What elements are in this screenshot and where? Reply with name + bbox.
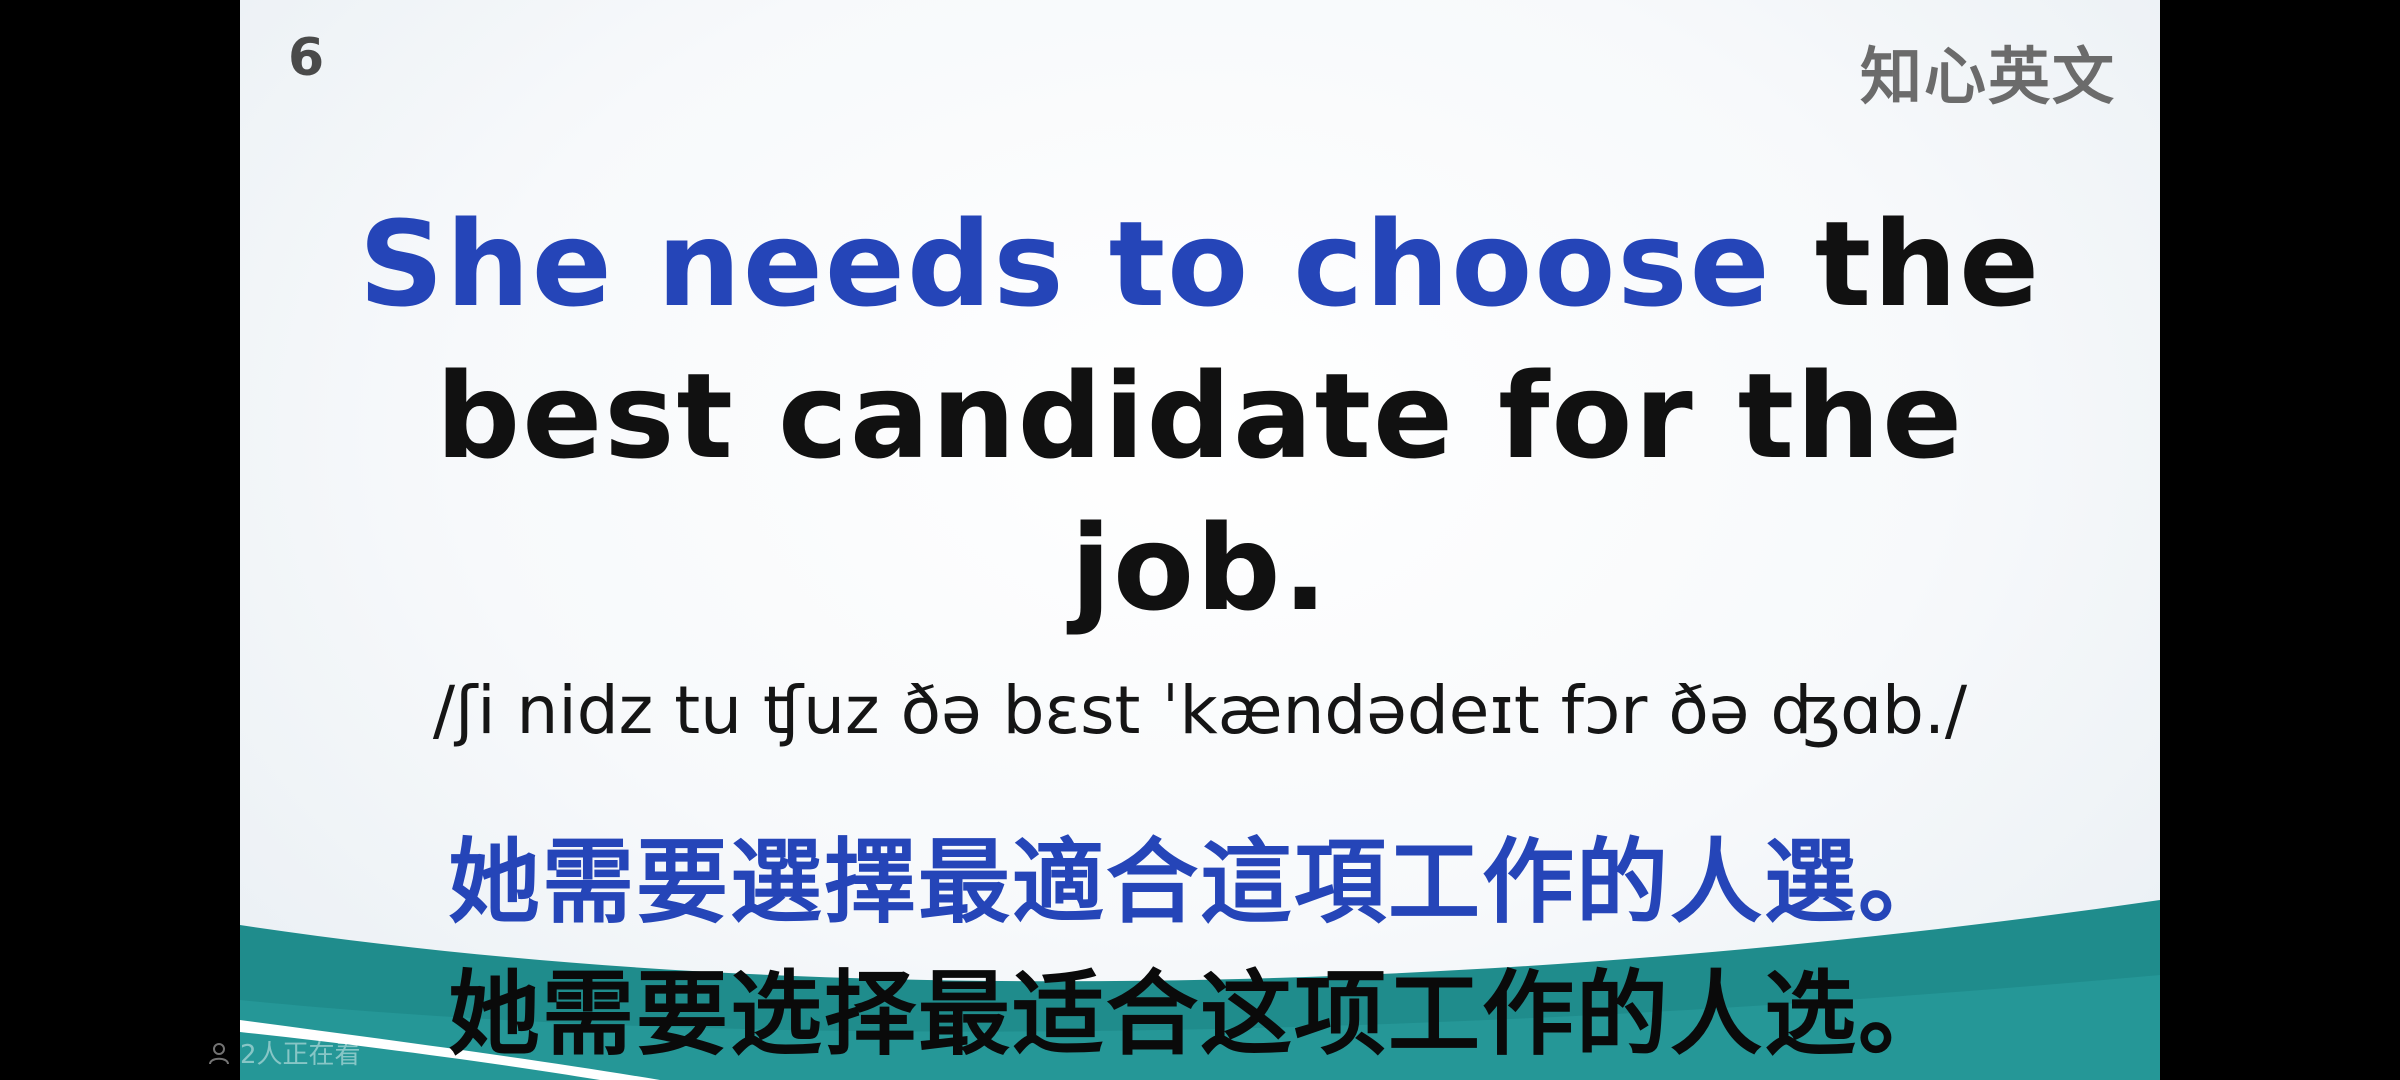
slide-number: 6 xyxy=(288,28,325,88)
english-sentence: She needs to choose the best candidate f… xyxy=(240,188,2160,644)
simplified-chinese-translation: 她需要选择最适合这项工作的人选。 xyxy=(447,961,1952,1068)
english-sentence-line-3: job. xyxy=(1070,499,1330,637)
english-line1-rest: the xyxy=(1771,195,2042,333)
viewer-count: 2人正在看 xyxy=(208,1034,361,1071)
brand-logo-text: 知心英文 xyxy=(1859,40,2116,113)
lesson-slide: 6 知心英文 She needs to choose the best cand… xyxy=(240,0,2160,1080)
viewer-count-label: 2人正在看 xyxy=(240,1040,361,1070)
english-sentence-line-2: best candidate for the xyxy=(435,347,1965,485)
english-sentence-line-1: She needs to choose the xyxy=(240,188,2160,340)
people-icon xyxy=(209,1042,229,1064)
ipa-transcription: /ʃi nidz tu ʧuz ðə bɛst ˈkændədeɪt fɔr ð… xyxy=(432,672,1968,749)
english-highlight: She needs to choose xyxy=(358,195,1772,333)
teal-wave-decoration xyxy=(240,900,2160,1080)
traditional-chinese-translation: 她需要選擇最適合這項工作的人選。 xyxy=(447,829,1952,936)
